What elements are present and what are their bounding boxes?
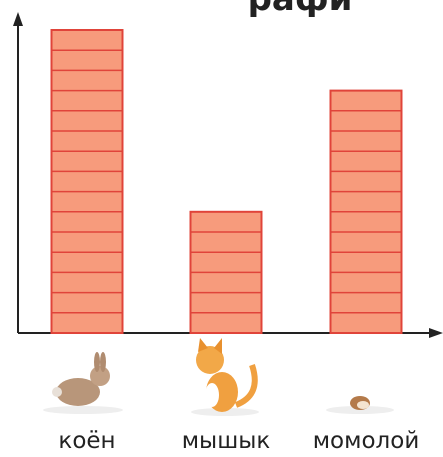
x-arrow [429,328,443,338]
x-tick-label: мышык [182,428,271,454]
chart-title: рафи [248,0,353,19]
hamster-icon [326,396,394,414]
bars [50,29,403,334]
rabbit-icon [43,352,123,414]
y-arrow [13,12,23,26]
cat-icon [191,338,259,416]
bar [50,29,124,334]
x-tick-label: момолой [313,428,420,454]
x-tick-label: коён [58,428,115,454]
